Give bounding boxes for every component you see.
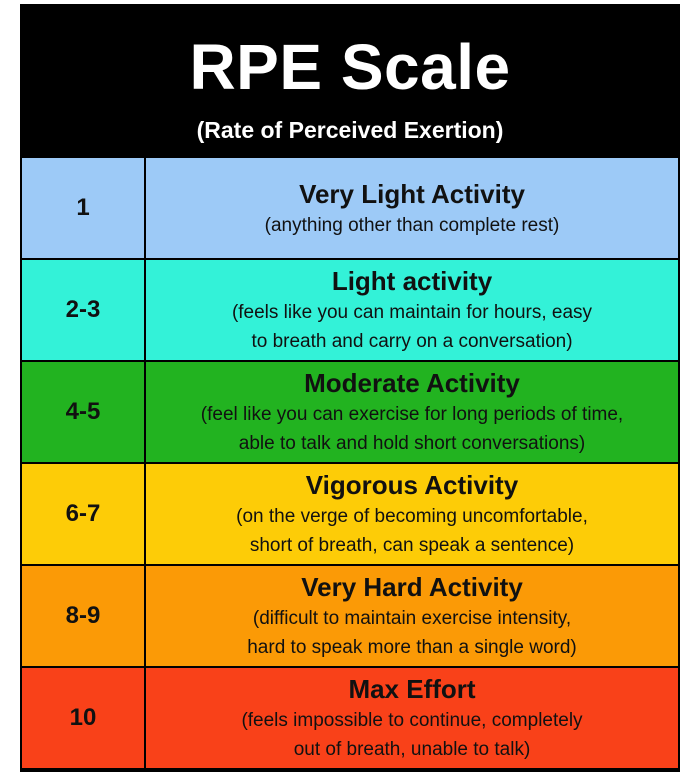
activity-detail-line: (on the verge of becoming uncomfortable, xyxy=(236,506,588,527)
rpe-scale-table: RPE Scale (Rate of Perceived Exertion) 1… xyxy=(20,4,680,772)
scale-rows: 1 Very Light Activity (anything other than… xyxy=(22,156,678,768)
rpe-level: 4-5 xyxy=(22,362,146,462)
activity-description: Moderate Activity (feel like you can exer… xyxy=(146,362,678,462)
activity-name: Moderate Activity xyxy=(304,368,520,398)
table-row: 6-7 Vigorous Activity (on the verge of bec… xyxy=(22,462,678,564)
rpe-level: 8-9 xyxy=(22,566,146,666)
activity-description: Very Hard Activity (difficult to maintain… xyxy=(146,566,678,666)
rpe-level: 6-7 xyxy=(22,464,146,564)
activity-detail-line: (feels like you can maintain for hours, … xyxy=(231,302,593,323)
activity-detail-line: (difficult to maintain exercise intensit… xyxy=(252,608,572,629)
activity-detail-line: able to talk and hold short conversation… xyxy=(238,433,586,454)
page-title: RPE Scale xyxy=(189,31,511,103)
activity-name: Very Light Activity xyxy=(299,178,525,209)
activity-name: Vigorous Activity xyxy=(305,470,519,500)
activity-description: Very Light Activity (anything other than … xyxy=(146,158,678,268)
activity-detail-line: (feel like you can exercise for long per… xyxy=(200,404,624,425)
table-row: 2-3 Light activity (feels like you can mai… xyxy=(22,258,678,360)
activity-description: Vigorous Activity (on the verge of becomi… xyxy=(146,464,678,564)
activity-description: Max Effort (feels impossible to continue,… xyxy=(146,668,678,768)
activity-name: Max Effort xyxy=(348,674,476,704)
activity-detail-line: short of breath, can speak a sentence) xyxy=(249,535,575,556)
table-row: 1 Very Light Activity (anything other than… xyxy=(22,156,678,258)
table-header: RPE Scale (Rate of Perceived Exertion) xyxy=(22,6,678,156)
rpe-level: 10 xyxy=(22,668,146,768)
rpe-level: 2-3 xyxy=(22,260,146,360)
table-row: 10 Max Effort (feels impossible to continu… xyxy=(22,666,678,768)
page-subtitle: (Rate of Perceived Exertion) xyxy=(196,117,504,143)
activity-detail-line: hard to speak more than a single word) xyxy=(247,637,577,658)
activity-name: Very Hard Activity xyxy=(301,572,523,602)
activity-name: Light activity xyxy=(331,266,493,296)
rpe-level: 1 xyxy=(22,158,146,258)
activity-description: Light activity (feels like you can mainta… xyxy=(146,260,678,360)
activity-detail-line: to breath and carry on a conversation) xyxy=(251,331,573,352)
table-row: 8-9 Very Hard Activity (difficult to maint… xyxy=(22,564,678,666)
activity-detail-line: (anything other than complete rest) xyxy=(264,214,560,236)
activity-detail-line: (feels impossible to continue, completel… xyxy=(241,710,583,731)
activity-detail-line: out of breath, unable to talk) xyxy=(293,739,531,760)
table-row: 4-5 Moderate Activity (feel like you can e… xyxy=(22,360,678,462)
